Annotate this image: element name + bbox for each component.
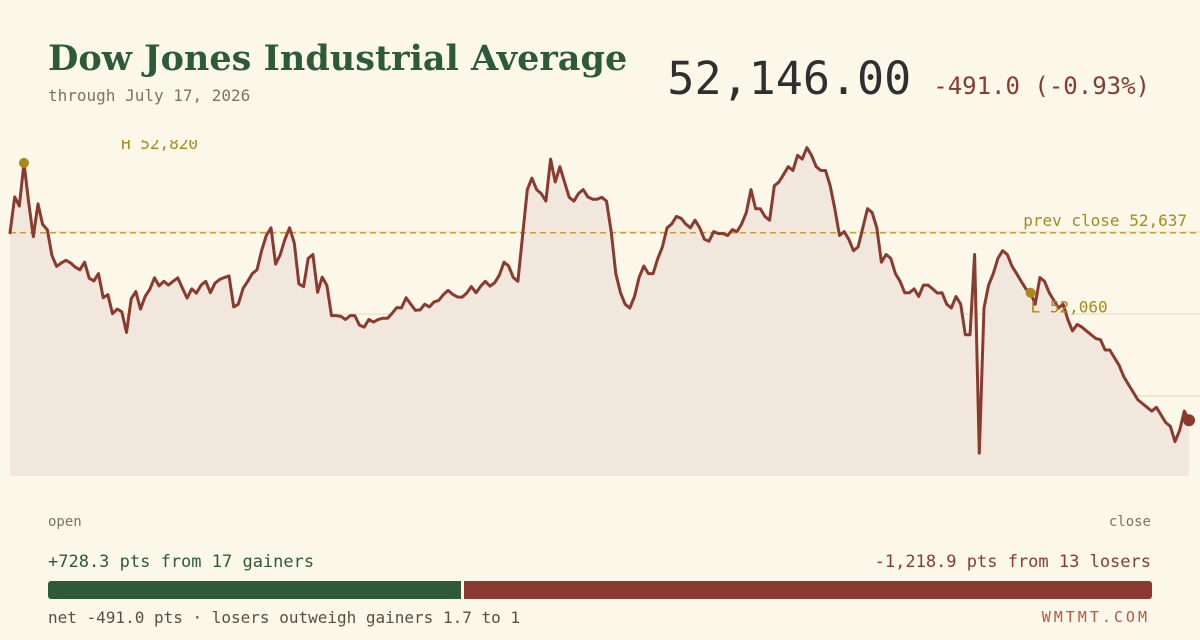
- brand-logo: WMTMT.COM: [1041, 608, 1150, 626]
- net-summary: net -491.0 pts · losers outweigh gainers…: [48, 608, 521, 627]
- close-marker: [1183, 414, 1195, 427]
- gainers-bar: [48, 581, 461, 599]
- price-area: [10, 147, 1189, 476]
- high-marker: [18, 157, 29, 168]
- gainers-summary: +728.3 pts from 17 gainers: [48, 552, 315, 572]
- high-label: H 52,820: [121, 140, 198, 153]
- quote: 52,146.00 -491.0 (-0.93%): [667, 52, 1150, 105]
- low-marker: [1025, 287, 1036, 298]
- losers-bar: [463, 581, 1152, 599]
- x-start-label: open: [48, 514, 82, 530]
- breadth-bar: [48, 581, 1152, 599]
- low-label: L 52,060: [1031, 298, 1108, 317]
- price-line: [8, 146, 1191, 455]
- current-price: 52,146.00: [667, 52, 912, 105]
- intraday-chart: H 52,820 L 52,060 prev close 52,637: [8, 140, 1200, 476]
- price-change: -491.0 (-0.93%): [933, 72, 1150, 100]
- losers-summary: -1,218.9 pts from 13 losers: [874, 552, 1151, 572]
- chart-title: Dow Jones Industrial Average: [48, 38, 628, 79]
- prev-close-label: prev close 52,637: [1023, 211, 1187, 230]
- x-end-label: close: [1108, 514, 1151, 530]
- chart-subtitle: through July 17, 2026: [48, 86, 251, 105]
